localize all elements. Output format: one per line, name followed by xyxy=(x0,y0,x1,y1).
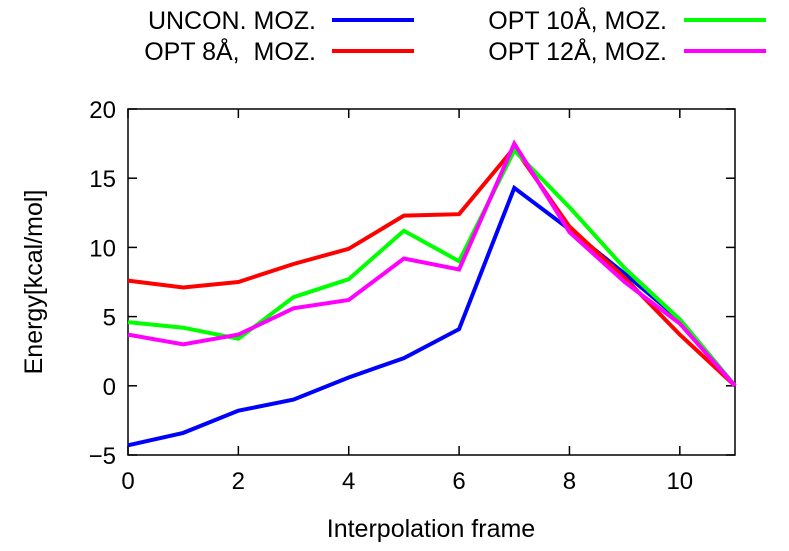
y-tick-label: −5 xyxy=(89,443,116,470)
x-axis-title: Interpolation frame xyxy=(327,515,535,543)
series-group xyxy=(127,139,737,448)
x-tick-label: 4 xyxy=(342,468,355,495)
legend-label-unconstrained: UNCON. MOZ. xyxy=(148,7,316,35)
y-tick-label: 20 xyxy=(89,97,116,124)
x-tick-label: 0 xyxy=(121,468,134,495)
y-tick-label: 10 xyxy=(89,235,116,262)
y-tick-label: 5 xyxy=(103,305,116,332)
x-tick-label: 6 xyxy=(452,468,465,495)
y-axis-ticks: −5 0 5 10 15 20 xyxy=(89,97,735,470)
legend: UNCON. MOZ. OPT 8Å, MOZ. OPT 10Å, MOZ. O… xyxy=(144,5,766,66)
series-line-opt-12 xyxy=(127,139,737,388)
x-tick-label: 2 xyxy=(232,468,245,495)
series-line-opt-8 xyxy=(127,144,737,388)
y-tick-label: 0 xyxy=(103,374,116,401)
series-line-opt-10 xyxy=(127,147,737,388)
legend-label-opt-8: OPT 8Å, MOZ. xyxy=(144,36,316,66)
series-line-unconstrained xyxy=(127,184,737,448)
y-axis-title: Energy[kcal/mol] xyxy=(20,190,48,375)
y-tick-label: 15 xyxy=(89,166,116,193)
legend-label-opt-12: OPT 12Å, MOZ. xyxy=(488,36,667,66)
x-axis-ticks: 0 2 4 6 8 10 xyxy=(121,109,693,495)
legend-label-opt-10: OPT 10Å, MOZ. xyxy=(488,5,667,35)
x-tick-label: 10 xyxy=(666,468,693,495)
x-tick-label: 8 xyxy=(563,468,576,495)
